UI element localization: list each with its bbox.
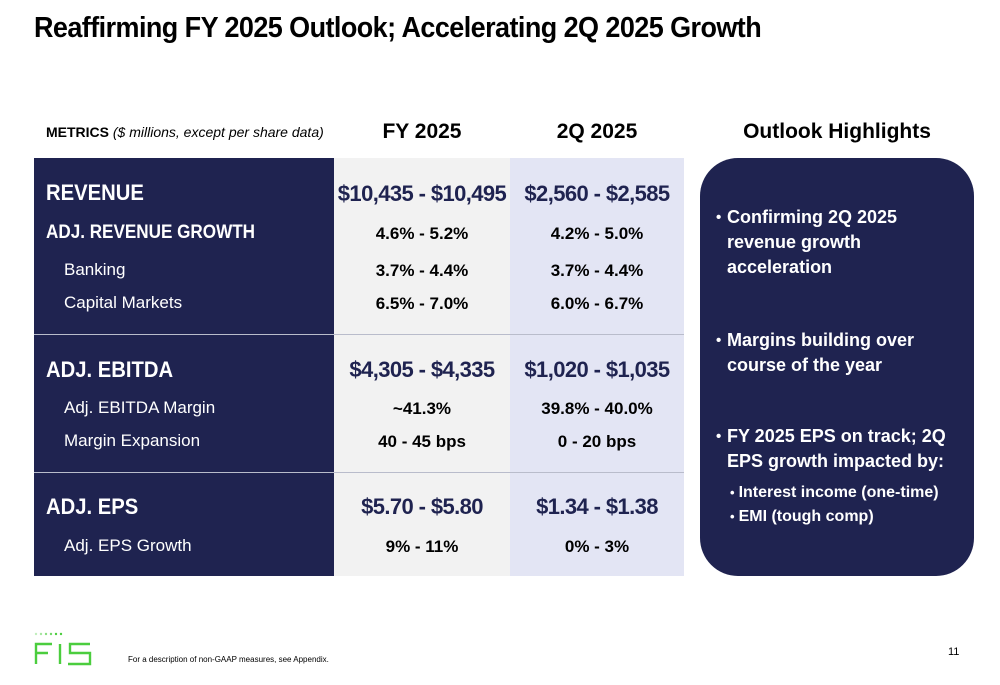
row-label-adj-eps-growth: Adj. EPS Growth bbox=[64, 536, 192, 555]
bullet-glyph: • bbox=[730, 509, 735, 524]
fy2025-adj-ebitda-margin: ~41.3% bbox=[392, 399, 452, 418]
row-label-adj-revenue-growth: ADJ. REVENUE GROWTH bbox=[46, 222, 256, 243]
row-label-margin-expansion: Margin Expansion bbox=[64, 431, 201, 450]
metrics-header-note: ($ millions, except per share data) bbox=[112, 124, 324, 140]
outlook-bullet-text: Margins building over course of the year bbox=[727, 330, 915, 375]
outlook-bullet: • Confirming 2Q 2025 revenue growth acce… bbox=[716, 205, 966, 280]
fy2025-capital-markets: 6.5% - 7.0% bbox=[375, 294, 469, 313]
section-divider bbox=[34, 472, 684, 473]
row-label-banking: Banking bbox=[64, 260, 126, 279]
column-header-fy2025: FY 2025 bbox=[382, 120, 462, 143]
bullet-glyph: • bbox=[716, 428, 722, 445]
2q2025-adj-revenue-growth: 4.2% - 5.0% bbox=[550, 224, 644, 243]
slide-title: Reaffirming FY 2025 Outlook; Acceleratin… bbox=[34, 12, 762, 44]
outlook-bullet-text: FY 2025 EPS on track; 2Q EPS growth impa… bbox=[727, 426, 946, 471]
fy2025-revenue: $10,435 - $10,495 bbox=[337, 181, 507, 206]
2q2025-adj-eps: $1.34 - $1.38 bbox=[536, 494, 658, 519]
2q2025-adj-eps-growth: 0% - 3% bbox=[564, 537, 630, 556]
2q2025-adj-ebitda-margin: 39.8% - 40.0% bbox=[541, 399, 653, 418]
row-label-revenue: REVENUE bbox=[46, 180, 144, 205]
outlook-sub-bullet: • Interest income (one-time) bbox=[730, 484, 939, 502]
fis-logo bbox=[34, 632, 92, 666]
column-header-2q2025: 2Q 2025 bbox=[556, 120, 638, 143]
row-label-adj-ebitda-margin: Adj. EBITDA Margin bbox=[64, 398, 216, 417]
outlook-bullet-text: Confirming 2Q 2025 revenue growth accele… bbox=[727, 207, 898, 277]
metrics-header-bold: METRICS bbox=[46, 124, 109, 140]
2q2025-margin-expansion: 0 - 20 bps bbox=[557, 432, 637, 451]
fy2025-adj-ebitda: $4,305 - $4,335 bbox=[349, 357, 495, 382]
bullet-glyph: • bbox=[716, 332, 722, 349]
row-label-adj-ebitda: ADJ. EBITDA bbox=[46, 357, 174, 382]
outlook-sub-bullet-text: Interest income (one-time) bbox=[738, 484, 939, 501]
2q2025-banking: 3.7% - 4.4% bbox=[550, 261, 644, 280]
2q2025-capital-markets: 6.0% - 6.7% bbox=[550, 294, 644, 313]
bullet-glyph: • bbox=[730, 485, 735, 500]
fy2025-column-panel bbox=[334, 158, 510, 576]
section-divider bbox=[34, 334, 684, 335]
metrics-header: METRICS ($ millions, except per share da… bbox=[46, 124, 324, 140]
outlook-sub-bullet-text: EMI (tough comp) bbox=[738, 508, 874, 525]
metrics-label-panel bbox=[34, 158, 334, 576]
fy2025-banking: 3.7% - 4.4% bbox=[375, 261, 469, 280]
outlook-highlights-panel: • Confirming 2Q 2025 revenue growth acce… bbox=[700, 158, 974, 576]
2q2025-adj-ebitda: $1,020 - $1,035 bbox=[524, 357, 670, 382]
outlook-bullet: • Margins building over course of the ye… bbox=[716, 328, 966, 378]
2q2025-column-panel bbox=[510, 158, 684, 576]
row-label-adj-eps: ADJ. EPS bbox=[46, 494, 139, 519]
page-number: 11 bbox=[948, 646, 960, 658]
fy2025-adj-eps: $5.70 - $5.80 bbox=[361, 494, 483, 519]
outlook-sub-bullet: • EMI (tough comp) bbox=[730, 508, 874, 526]
fy2025-margin-expansion: 40 - 45 bps bbox=[378, 432, 466, 451]
footnote: For a description of non-GAAP measures, … bbox=[128, 655, 329, 664]
row-label-capital-markets: Capital Markets bbox=[64, 293, 183, 312]
outlook-bullet: • FY 2025 EPS on track; 2Q EPS growth im… bbox=[716, 424, 966, 474]
fy2025-adj-revenue-growth: 4.6% - 5.2% bbox=[375, 224, 469, 243]
2q2025-revenue: $2,560 - $2,585 bbox=[524, 181, 670, 206]
column-header-outlook: Outlook Highlights bbox=[743, 120, 931, 143]
bullet-glyph: • bbox=[716, 209, 722, 226]
fy2025-adj-eps-growth: 9% - 11% bbox=[385, 537, 459, 556]
